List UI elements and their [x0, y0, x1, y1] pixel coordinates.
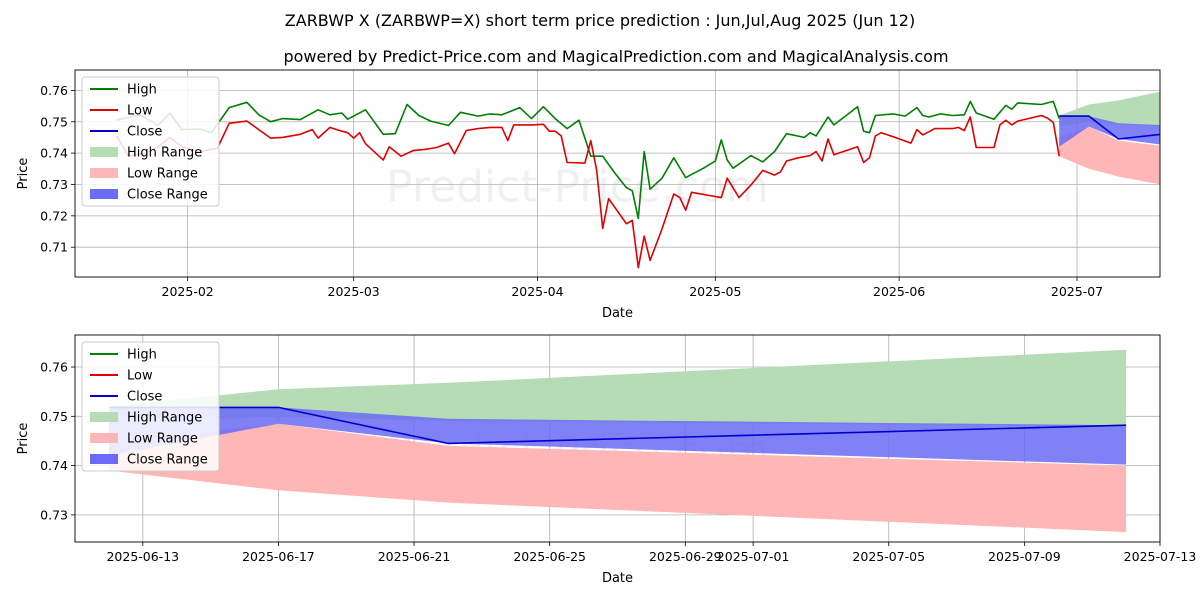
y-axis-label: Price	[16, 158, 31, 190]
x-tick-label: 2025-02	[162, 284, 214, 299]
x-tick-label: 2025-07-13	[1124, 549, 1197, 564]
x-tick-label: 2025-05	[689, 284, 741, 299]
legend-label-high: High	[127, 348, 157, 363]
x-tick-label: 2025-06-29	[649, 549, 722, 564]
y-tick-label: 0.75	[40, 114, 68, 129]
x-tick-label: 2025-07-09	[988, 549, 1061, 564]
legend: High Low Close High Range Low Range Close Ran…	[82, 342, 219, 471]
legend-label-high-range: High Range	[127, 411, 202, 426]
y-axis-label: Price	[16, 423, 31, 455]
x-tick-label: 2025-06-25	[513, 549, 586, 564]
legend-swatch-low-range	[90, 433, 118, 443]
x-tick-label: 2025-06-17	[242, 549, 315, 564]
x-tick-label: 2025-07-05	[852, 549, 925, 564]
x-axis-label: Date	[602, 571, 633, 586]
x-tick-label: 2025-06	[873, 284, 925, 299]
y-tick-label: 0.73	[40, 177, 68, 192]
legend-label-close-range: Close Range	[127, 453, 208, 468]
legend-swatch-high-range	[90, 147, 118, 157]
x-tick-label: 2025-06-21	[378, 549, 451, 564]
x-tick-label: 2025-03	[328, 284, 380, 299]
watermark: Predict-Price.com	[386, 162, 769, 213]
legend-swatch-low-range	[90, 168, 118, 178]
legend-label-low-range: Low Range	[127, 432, 198, 447]
chart-panel-1: Predict-Price.com 2025-02 2025-03 2025-04 20…	[16, 70, 1200, 321]
legend-label-high: High	[127, 83, 157, 98]
x-tick-label: 2025-07	[1051, 284, 1103, 299]
x-tick-label: 2025-07-01	[717, 549, 790, 564]
y-tick-label: 0.76	[40, 83, 68, 98]
legend-label-low: Low	[127, 369, 153, 384]
legend-swatch-high-range	[90, 412, 118, 422]
legend: High Low Close High Range Low Range Close Ran…	[82, 77, 219, 206]
y-tick-label: 0.75	[40, 409, 68, 424]
x-axis-label: Date	[602, 306, 633, 321]
y-tick-label: 0.76	[40, 360, 68, 375]
x-tick-label: 2025-06-13	[106, 549, 179, 564]
x-tick-label: 2025-04	[511, 284, 563, 299]
legend-label-low: Low	[127, 104, 153, 119]
y-tick-label: 0.73	[40, 507, 68, 522]
y-tick-label: 0.74	[40, 458, 68, 473]
legend-label-close-range: Close Range	[127, 188, 208, 203]
y-tick-label: 0.74	[40, 146, 68, 161]
y-tick-label: 0.72	[40, 208, 68, 223]
legend-swatch-close-range	[90, 189, 118, 199]
y-tick-label: 0.71	[40, 240, 68, 255]
chart-subtitle: powered by Predict-Price.com and Magical…	[283, 47, 948, 66]
chart-panel-2: Predict-Price.com2025-06-132025-06-17202…	[16, 335, 1196, 586]
legend-label-close: Close	[127, 125, 162, 140]
legend-label-low-range: Low Range	[127, 167, 198, 182]
plot-area	[109, 350, 1126, 532]
legend-swatch-close-range	[90, 454, 118, 464]
legend-label-high-range: High Range	[127, 146, 202, 161]
chart-title: ZARBWP X (ZARBWP=X) short term price pre…	[285, 11, 915, 30]
legend-label-close: Close	[127, 390, 162, 405]
